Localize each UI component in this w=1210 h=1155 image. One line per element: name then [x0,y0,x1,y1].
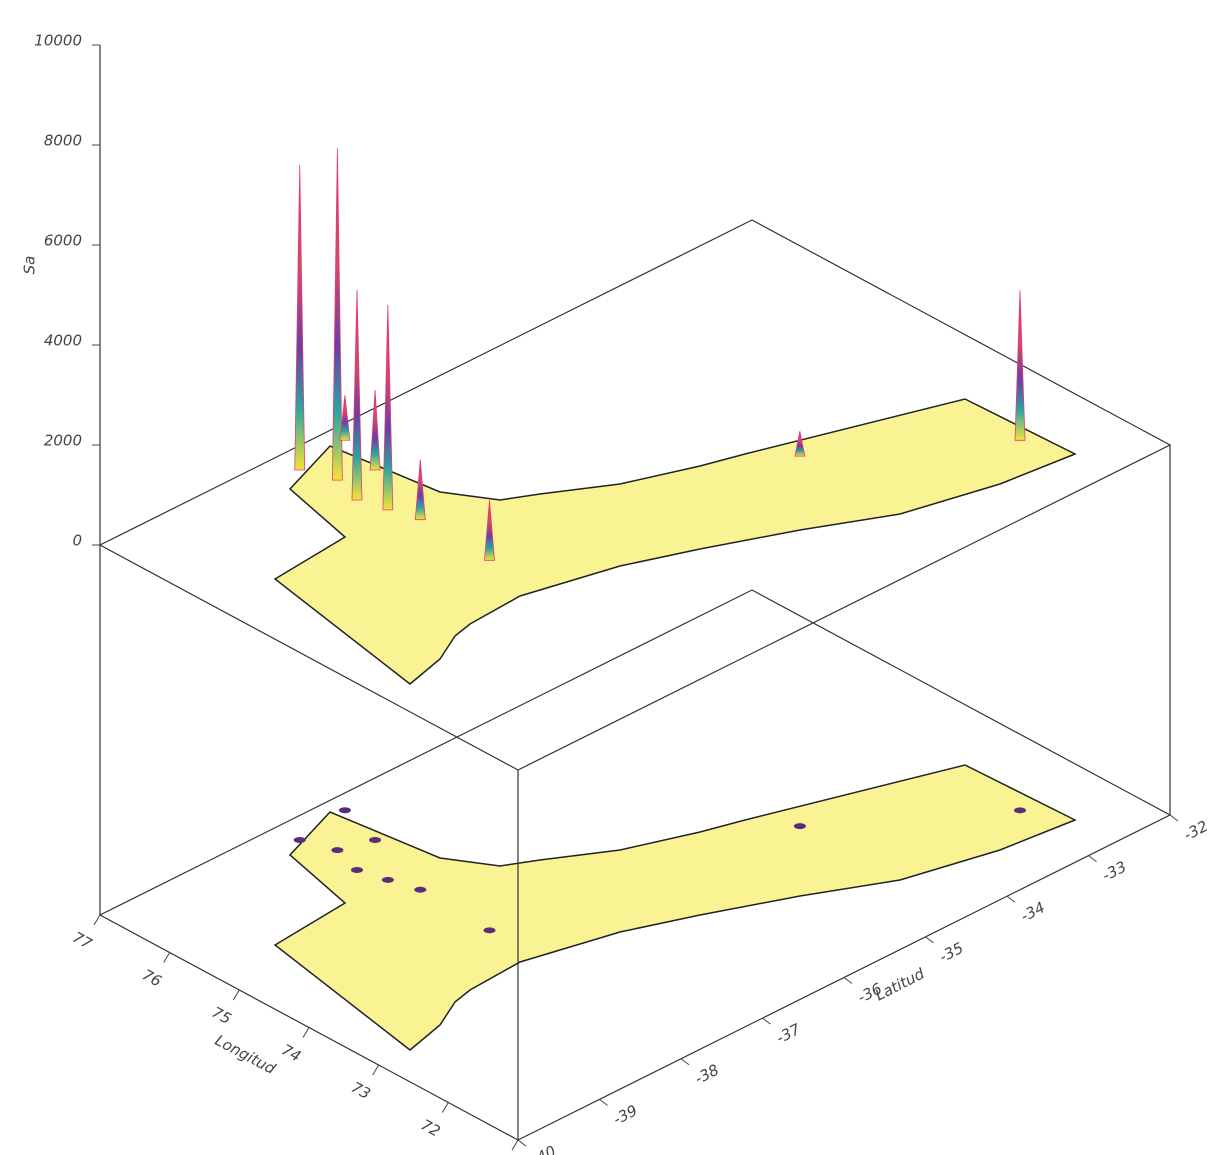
peak [331,148,343,481]
peak-footprint [338,807,351,814]
x-tick-label: 75 [209,1003,234,1028]
x-tick [232,989,240,1001]
z-tick-label: 0 [72,532,82,550]
y-axis-title: Latitud [872,964,927,1004]
z-tick-label: 8000 [44,132,82,150]
z-axis-title: Sa [21,256,39,275]
peak [382,304,394,511]
y-tick [1006,895,1016,903]
peak [339,395,351,441]
x-tick-label: 72 [418,1116,443,1141]
peak [1014,290,1026,441]
y-tick [762,1017,771,1025]
peak [794,431,806,457]
x-tick [93,914,101,926]
x-tick [511,1139,519,1151]
peak [414,459,426,521]
y-tick [1088,855,1097,863]
y-tick-label: -40 [529,1142,559,1155]
peak-footprint [369,837,382,843]
peak-footprint [483,927,496,934]
y-tick [1169,814,1179,822]
peak-footprint [414,886,427,893]
y-tick [843,977,853,984]
peak-footprint [381,876,394,883]
peak [351,289,363,501]
y-tick-label: -37 [773,1020,803,1047]
x-tick-label: 73 [348,1078,373,1103]
y-tick-label: -39 [610,1101,640,1128]
peak-footprint [793,823,806,830]
z-tick-label: 6000 [44,232,82,250]
x-tick-label: 76 [139,966,164,991]
y-tick-label: -33 [1099,858,1129,885]
x-tick [441,1102,449,1113]
y-tick [599,1098,608,1106]
y-tick [680,1058,690,1066]
y-tick-label: -32 [1181,817,1210,844]
lower-region [274,764,1076,1051]
x-tick-label: 77 [70,928,96,953]
z-tick-label: 10000 [34,32,82,50]
x-tick [163,952,171,963]
peak [369,389,381,471]
y-tick [925,936,934,944]
y-tick-label: -34 [1018,898,1048,925]
peak-footprint [1014,807,1027,814]
y-tick [517,1139,527,1147]
y-tick-label: -38 [692,1061,722,1088]
peak [484,500,495,561]
x-tick-label: 74 [279,1041,304,1066]
z-tick-label: 4000 [44,332,82,350]
peak-footprint [331,847,344,854]
y-tick-label: -35 [936,939,966,966]
x-tick [302,1027,310,1038]
upper-region [274,398,1076,685]
z-tick-label: 2000 [44,432,82,450]
peak-footprint [350,866,363,873]
x-tick [372,1064,380,1076]
peak [294,164,306,471]
x-axis-title: Longitud [212,1031,279,1078]
peak-footprint [293,837,306,843]
